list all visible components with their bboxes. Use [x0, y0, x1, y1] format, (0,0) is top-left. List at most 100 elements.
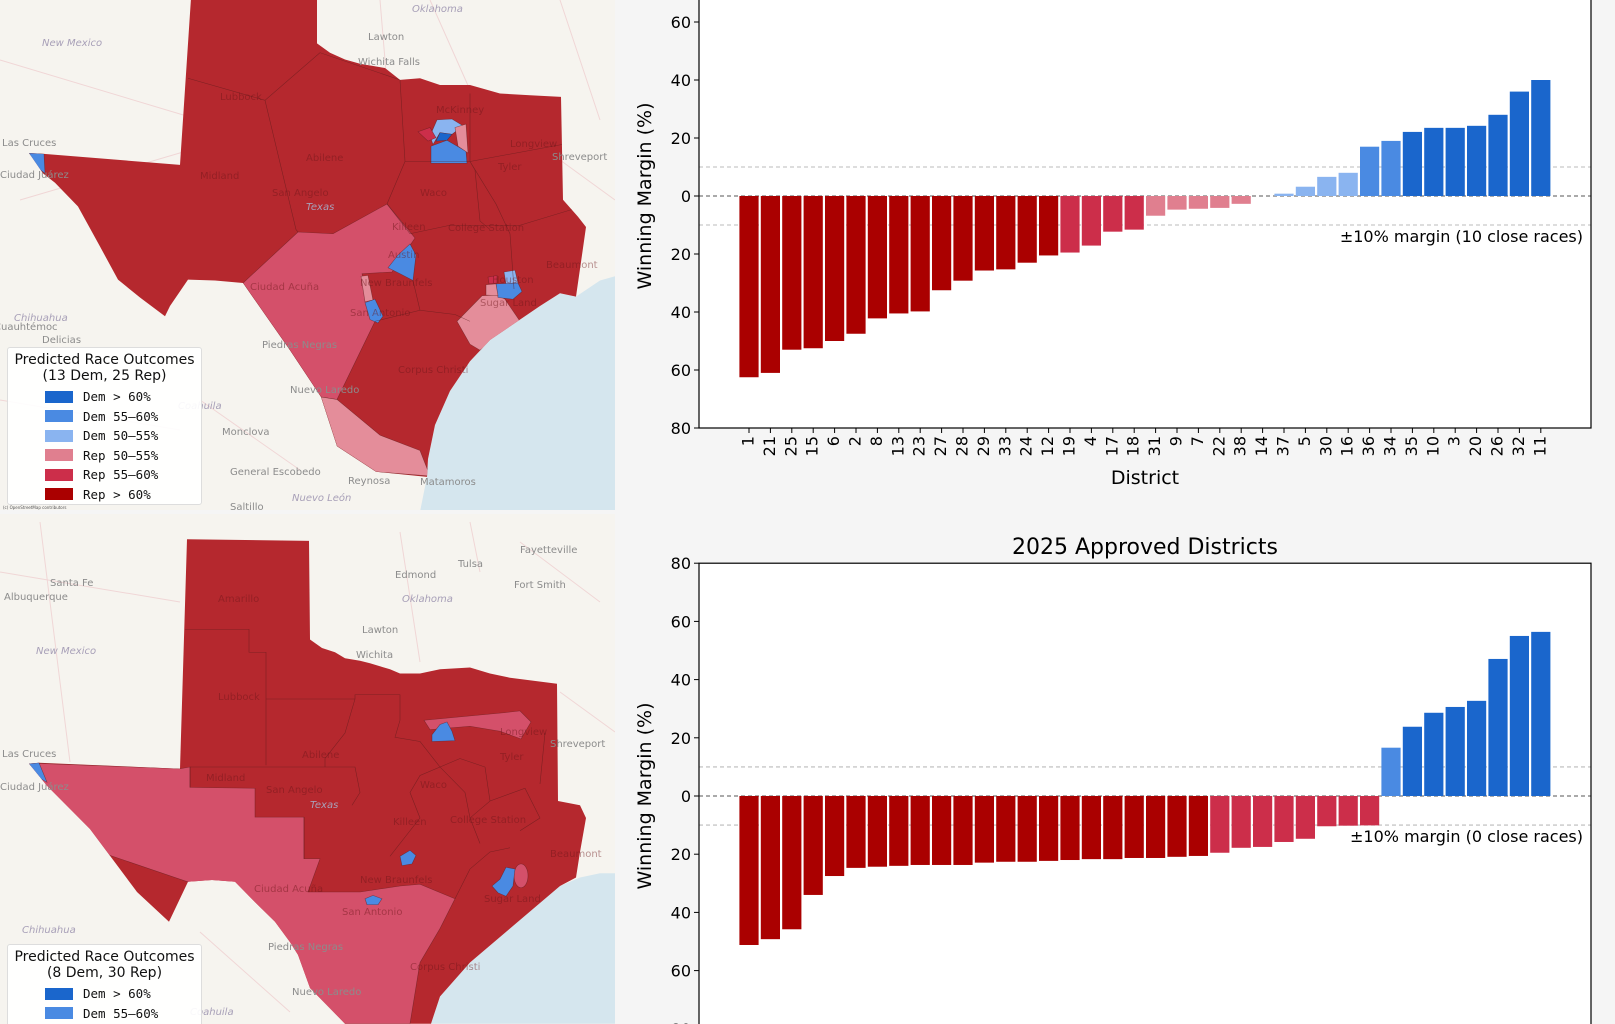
- bar: [825, 196, 845, 341]
- bar: [910, 796, 930, 865]
- map-place-label: Midland: [200, 171, 239, 182]
- bar: [1467, 125, 1487, 196]
- bar: [1124, 796, 1144, 858]
- x-tick-label: 18: [1124, 436, 1143, 456]
- map-place-label: General Escobedo: [230, 467, 321, 478]
- bar: [1017, 196, 1037, 263]
- map-labels-top: Oklahoma Lawton Wichita Falls New Mexico Las…: [0, 4, 607, 510]
- x-tick-label: 15: [803, 436, 822, 456]
- bar: [889, 796, 909, 866]
- map-place-label: Albuquerque: [4, 592, 68, 603]
- legend-subtitle: (8 Dem, 30 Rep): [46, 965, 163, 981]
- bar: [846, 796, 866, 868]
- bar: [1274, 193, 1294, 196]
- bar: [889, 196, 909, 314]
- bar: [803, 196, 823, 349]
- map-place-label: Beaumont: [546, 260, 598, 271]
- legend-item-rep-50-55: Rep 50–55%: [8, 446, 201, 466]
- legend-title: Predicted Race Outcomes: [14, 352, 195, 368]
- map-place-label: Killeen: [392, 222, 426, 233]
- x-tick-label: 31: [1145, 436, 1164, 456]
- legend-swatch: [45, 468, 73, 481]
- y-tick-label: 20: [671, 729, 691, 748]
- axes-frame: [698, 0, 1592, 429]
- x-tick-label: 2: [846, 436, 865, 446]
- map-place-label: Chihuahua: [22, 925, 76, 936]
- map-place-label: Abilene: [302, 750, 339, 761]
- bar: [910, 196, 930, 312]
- x-tick-label: 17: [1102, 436, 1121, 456]
- x-tick-label: 37: [1274, 436, 1293, 456]
- winning-margin-chart-approved: 80 60 40 20 0 20 40 60 80 Winning Margin (%) 2025 …: [634, 535, 1592, 1024]
- bar: [825, 796, 845, 877]
- map-place-label: Nuevo Laredo: [290, 385, 359, 396]
- map-place-label: Houston: [492, 275, 534, 286]
- bar: [739, 196, 759, 378]
- bar: [1402, 131, 1422, 196]
- close-races-annotation: ±10% margin (0 close races): [1350, 827, 1583, 846]
- map-place-label: Longview: [500, 727, 547, 738]
- legend-swatch: [45, 449, 73, 462]
- x-tick-label: 26: [1488, 436, 1507, 456]
- map-place-label: Las Cruces: [2, 138, 56, 149]
- map-place-label: Santa Fe: [50, 578, 93, 589]
- map-place-label: Wichita: [356, 650, 393, 661]
- current-districts-map[interactable]: Oklahoma Lawton Wichita Falls New Mexico Las…: [0, 0, 615, 510]
- x-tick-label: 33: [995, 436, 1014, 456]
- map-place-label: Shreveport: [552, 152, 607, 163]
- map-place-label: Delicias: [42, 335, 81, 346]
- bar: [1060, 796, 1080, 861]
- map-place-label: Piedras Negras: [268, 942, 343, 953]
- map-place-label: Fort Smith: [514, 580, 566, 591]
- y-tick-label: 20: [671, 129, 691, 148]
- x-tick-label: 24: [1017, 436, 1036, 456]
- plot-area: [699, 563, 1591, 1024]
- map-place-label: Oklahoma: [402, 594, 453, 605]
- bar: [803, 796, 823, 895]
- bar: [1381, 140, 1401, 196]
- bar: [846, 196, 866, 334]
- map-place-label: Edmond: [395, 570, 436, 581]
- map-place-label: Longview: [510, 139, 557, 150]
- bar: [1210, 196, 1230, 208]
- bar: [1253, 796, 1273, 847]
- y-tick-label: 40: [671, 903, 691, 922]
- legend-label: Rep 50–55%: [83, 447, 159, 463]
- x-tick-label: 1: [739, 436, 758, 446]
- y-tick-label: 0: [681, 187, 691, 206]
- map-place-label: Fayetteville: [520, 545, 577, 556]
- bar: [1424, 712, 1444, 796]
- close-races-annotation: ±10% margin (10 close races): [1340, 227, 1583, 246]
- bar: [1317, 176, 1337, 196]
- map-place-label: New Braunfels: [360, 875, 432, 886]
- approved-districts-map[interactable]: Tulsa Fayetteville Edmond Fort Smith Oklahom…: [0, 514, 615, 1024]
- bar: [1167, 196, 1187, 210]
- legend-item-dem-50-55: Dem 50–55%: [8, 426, 201, 446]
- legend-item-dem-55-60: Dem 55–60%: [8, 407, 201, 427]
- map-place-label: San Angelo: [266, 785, 323, 796]
- legend-item-dem-gt60: Dem > 60%: [8, 387, 201, 407]
- map-labels-bottom: Tulsa Fayetteville Edmond Fort Smith Oklahom…: [0, 545, 605, 1018]
- x-tick-label: 32: [1509, 436, 1528, 456]
- x-tick-label: 38: [1231, 436, 1250, 456]
- bar: [1360, 146, 1380, 196]
- bar: [996, 196, 1016, 270]
- legend-swatch: [45, 410, 73, 423]
- bar: [1509, 635, 1529, 796]
- x-tick-label: 23: [910, 436, 929, 456]
- legend-label: Dem > 60%: [83, 389, 151, 405]
- map-place-label: Texas: [306, 202, 334, 213]
- x-tick-label: 20: [1466, 436, 1485, 456]
- bar: [1188, 796, 1208, 856]
- map-place-label: Coahuila: [190, 1007, 234, 1018]
- legend-swatch: [45, 1007, 73, 1020]
- bar: [932, 796, 952, 865]
- y-tick-label: 80: [671, 554, 691, 573]
- y-tick-label: 60: [671, 962, 691, 981]
- bar: [953, 796, 973, 865]
- legend-subtitle: (13 Dem, 25 Rep): [42, 368, 167, 384]
- x-tick-label: 7: [1188, 436, 1207, 446]
- bar: [1081, 196, 1101, 246]
- legend-label: Dem 50–55%: [83, 428, 159, 444]
- legend-label: Rep > 60%: [83, 486, 151, 502]
